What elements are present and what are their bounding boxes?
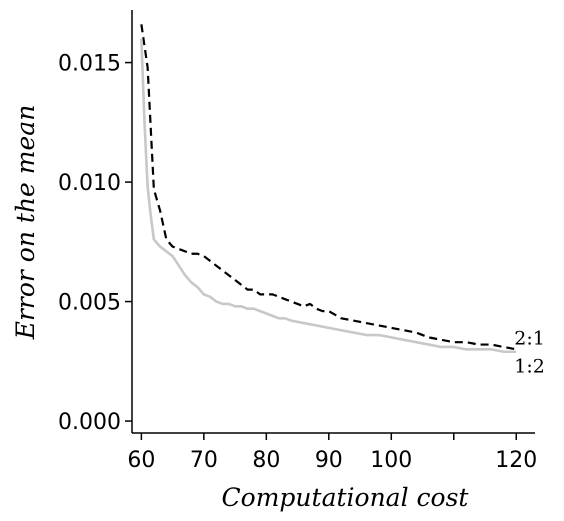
series-label: 1:2: [514, 356, 545, 378]
x-axis-title: Computational cost: [222, 483, 470, 512]
series-layer: [140, 24, 517, 354]
axes: 0.000 0.005 0.010 0.015 60 70 80 90 100 120: [58, 10, 537, 473]
y-tick-label: 0.015: [58, 52, 121, 77]
x-tick-label: 100: [370, 448, 412, 473]
x-tick-label: 70: [190, 448, 218, 473]
series-line-solid: [140, 38, 517, 354]
series-line-dashed: [140, 24, 517, 351]
y-axis-title: Error on the mean: [11, 105, 40, 341]
x-tick-label: 120: [495, 448, 537, 473]
x-tick-label: 60: [127, 448, 155, 473]
y-tick-label: 0.000: [58, 410, 121, 435]
x-tick-label: 80: [252, 448, 280, 473]
y-tick-label: 0.010: [58, 171, 121, 196]
x-tick-label: 90: [315, 448, 343, 473]
labels-layer: 2:11:2: [514, 327, 545, 377]
series-label: 2:1: [514, 327, 545, 349]
y-tick-label: 0.005: [58, 291, 121, 316]
